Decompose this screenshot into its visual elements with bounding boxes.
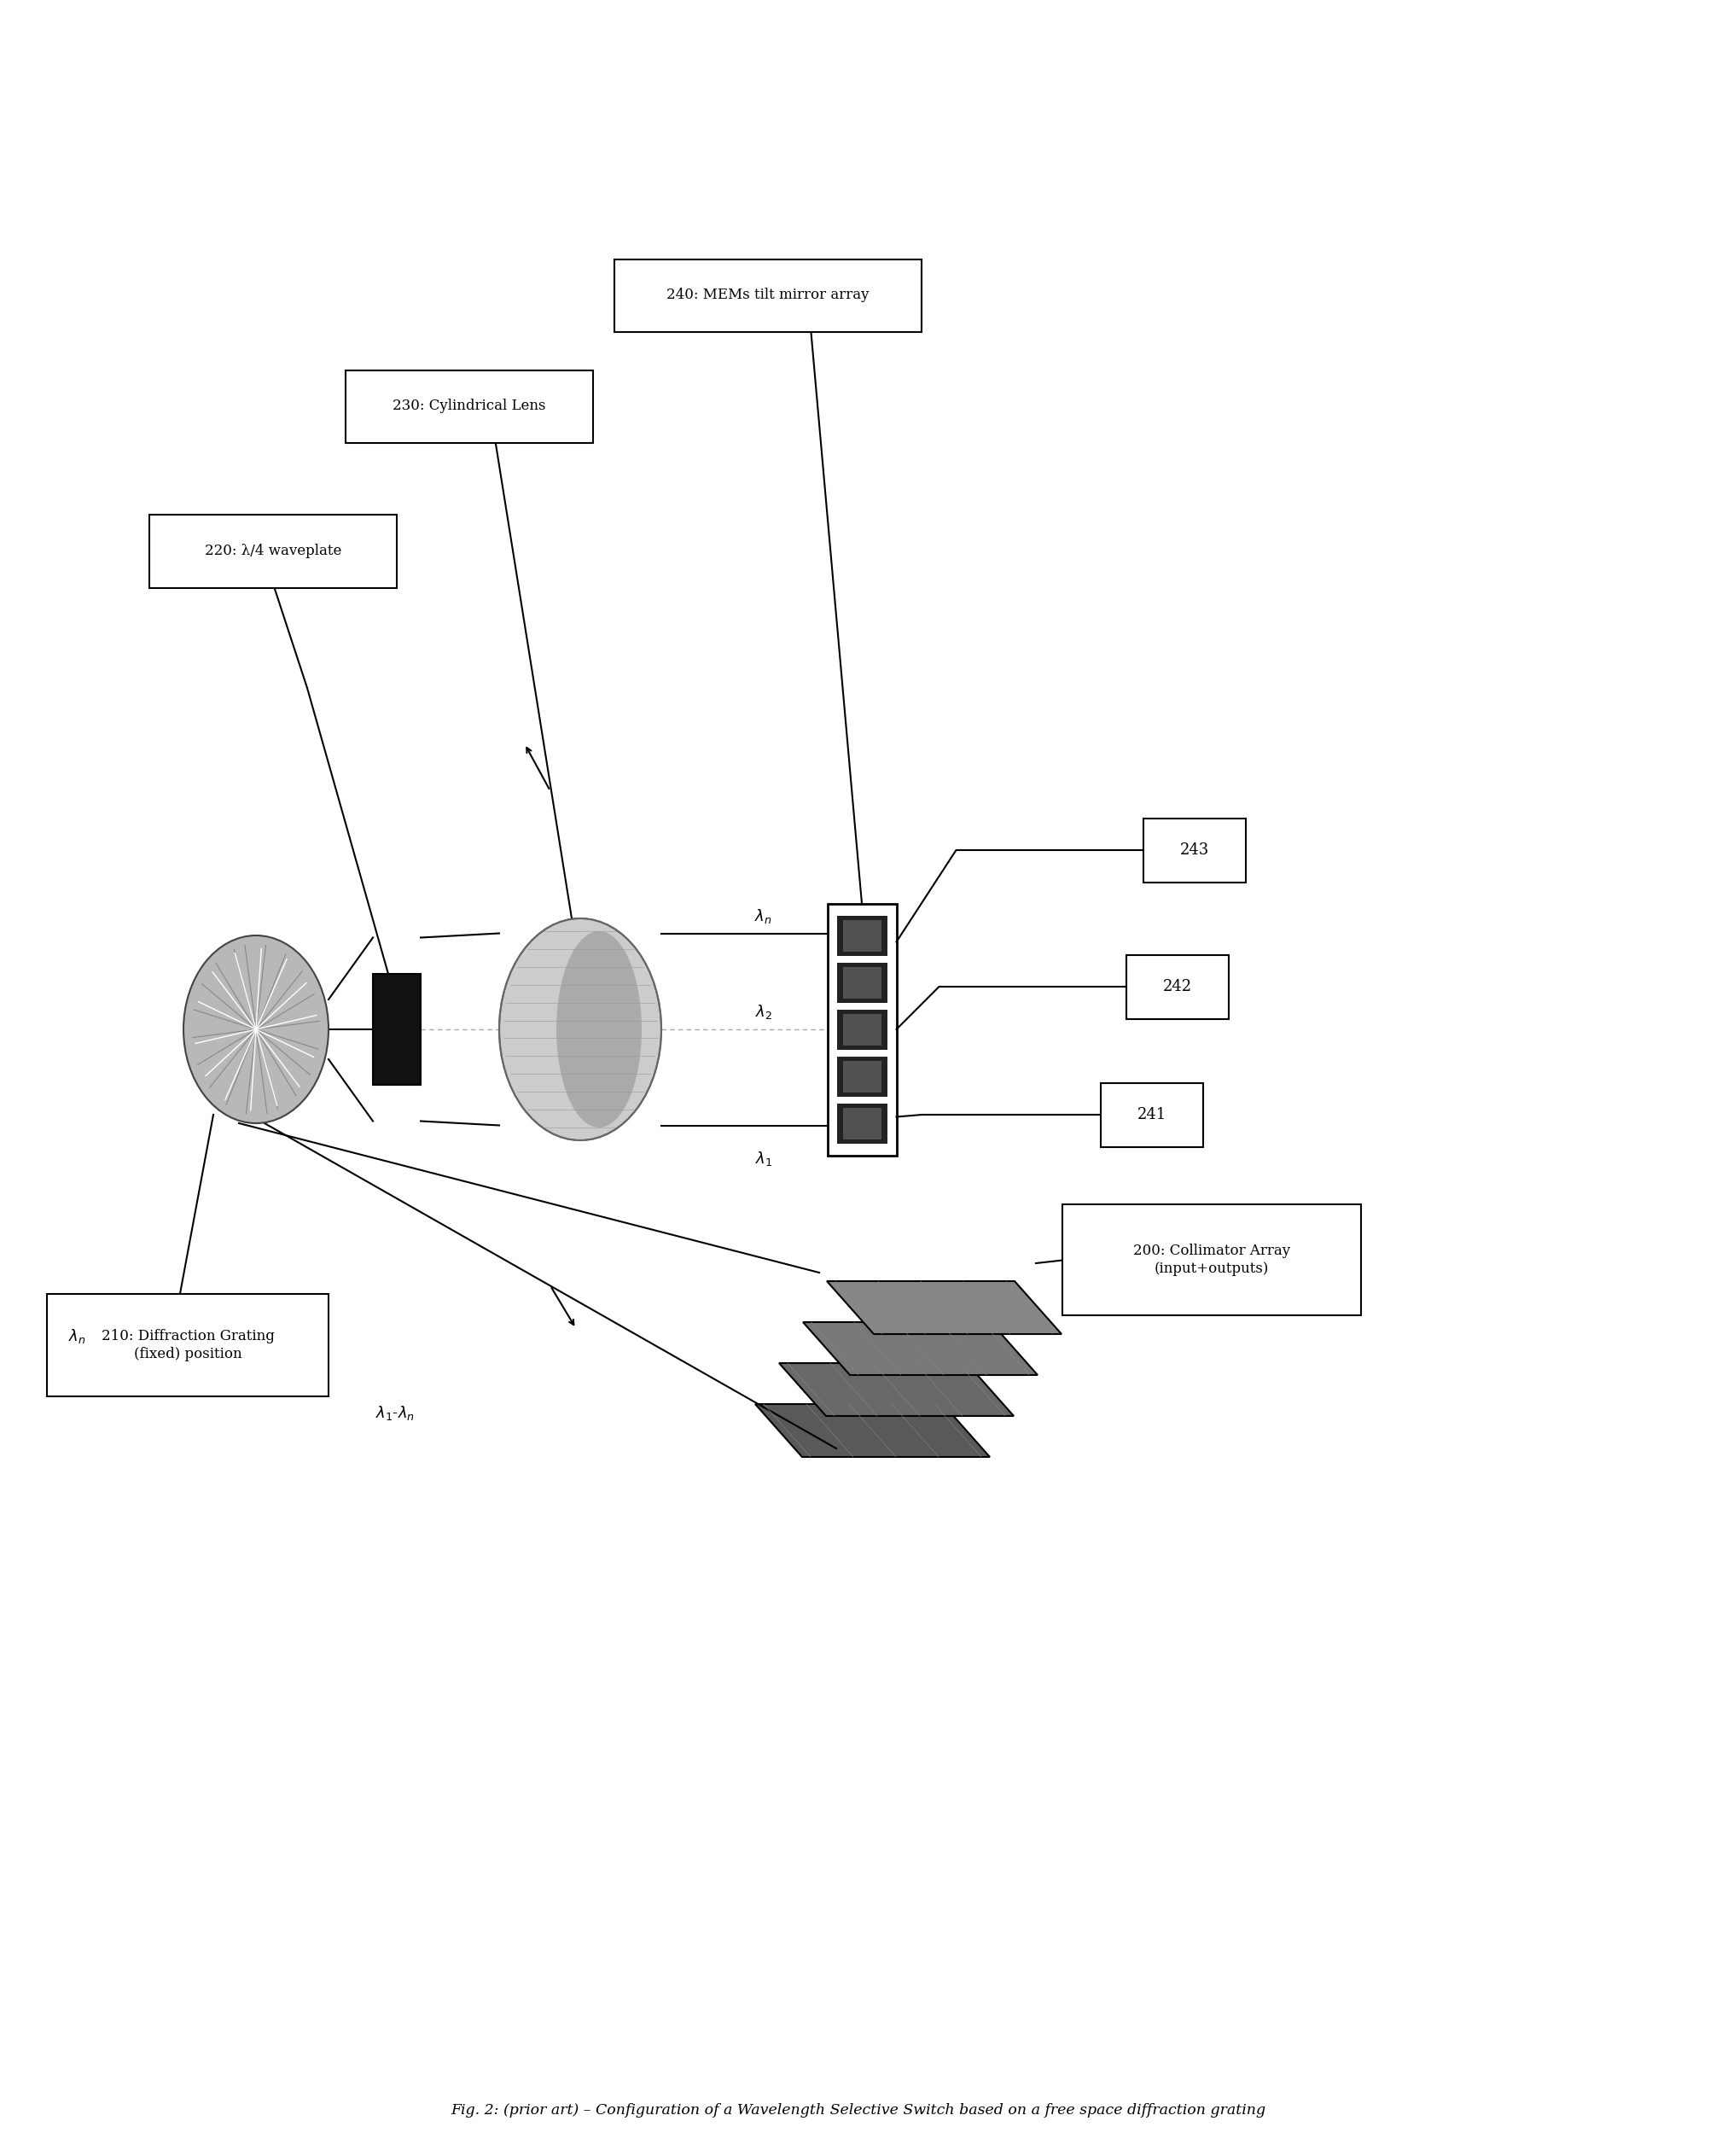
Text: 220: λ/4 waveplate: 220: λ/4 waveplate: [204, 543, 341, 558]
Ellipse shape: [184, 936, 328, 1123]
Bar: [372, 975, 420, 1084]
Bar: [837, 916, 887, 955]
Bar: [837, 1056, 887, 1097]
Polygon shape: [803, 1322, 1038, 1376]
Text: $\lambda_n$: $\lambda_n$: [69, 1328, 86, 1345]
Text: $\lambda_1$-$\lambda_n$: $\lambda_1$-$\lambda_n$: [376, 1404, 415, 1423]
Bar: [843, 1108, 880, 1138]
Bar: [837, 1009, 887, 1050]
FancyBboxPatch shape: [345, 371, 594, 442]
Polygon shape: [827, 1281, 1062, 1335]
Bar: [843, 1013, 880, 1046]
Bar: [837, 1104, 887, 1143]
Text: 230: Cylindrical Lens: 230: Cylindrical Lens: [393, 399, 546, 414]
FancyBboxPatch shape: [1126, 955, 1229, 1018]
Text: $\lambda_2$: $\lambda_2$: [755, 1003, 772, 1020]
Text: $\lambda_n$: $\lambda_n$: [755, 908, 772, 925]
Text: 240: MEMs tilt mirror array: 240: MEMs tilt mirror array: [666, 289, 870, 302]
Bar: [827, 903, 896, 1156]
Bar: [843, 966, 880, 998]
Text: 242: 242: [1163, 979, 1193, 994]
Bar: [843, 921, 880, 951]
FancyBboxPatch shape: [1062, 1205, 1361, 1315]
Text: $\lambda_1$: $\lambda_1$: [755, 1149, 772, 1169]
Text: 210: Diffraction Grating
(fixed) position: 210: Diffraction Grating (fixed) positio…: [101, 1328, 275, 1360]
FancyBboxPatch shape: [1100, 1082, 1203, 1147]
FancyBboxPatch shape: [149, 515, 396, 589]
Bar: [843, 1061, 880, 1093]
Text: 243: 243: [1181, 843, 1210, 858]
FancyBboxPatch shape: [614, 259, 921, 332]
Ellipse shape: [556, 931, 642, 1128]
Text: Fig. 2: (prior art) – Configuration of a Wavelength Selective Switch based on a : Fig. 2: (prior art) – Configuration of a…: [451, 2102, 1265, 2117]
FancyBboxPatch shape: [1143, 817, 1246, 882]
Text: 241: 241: [1138, 1106, 1167, 1123]
FancyBboxPatch shape: [46, 1294, 328, 1397]
Ellipse shape: [499, 918, 661, 1141]
Bar: [837, 962, 887, 1003]
Polygon shape: [755, 1404, 990, 1457]
Text: 200: Collimator Array
(input+outputs): 200: Collimator Array (input+outputs): [1133, 1244, 1290, 1276]
Polygon shape: [779, 1363, 1014, 1416]
